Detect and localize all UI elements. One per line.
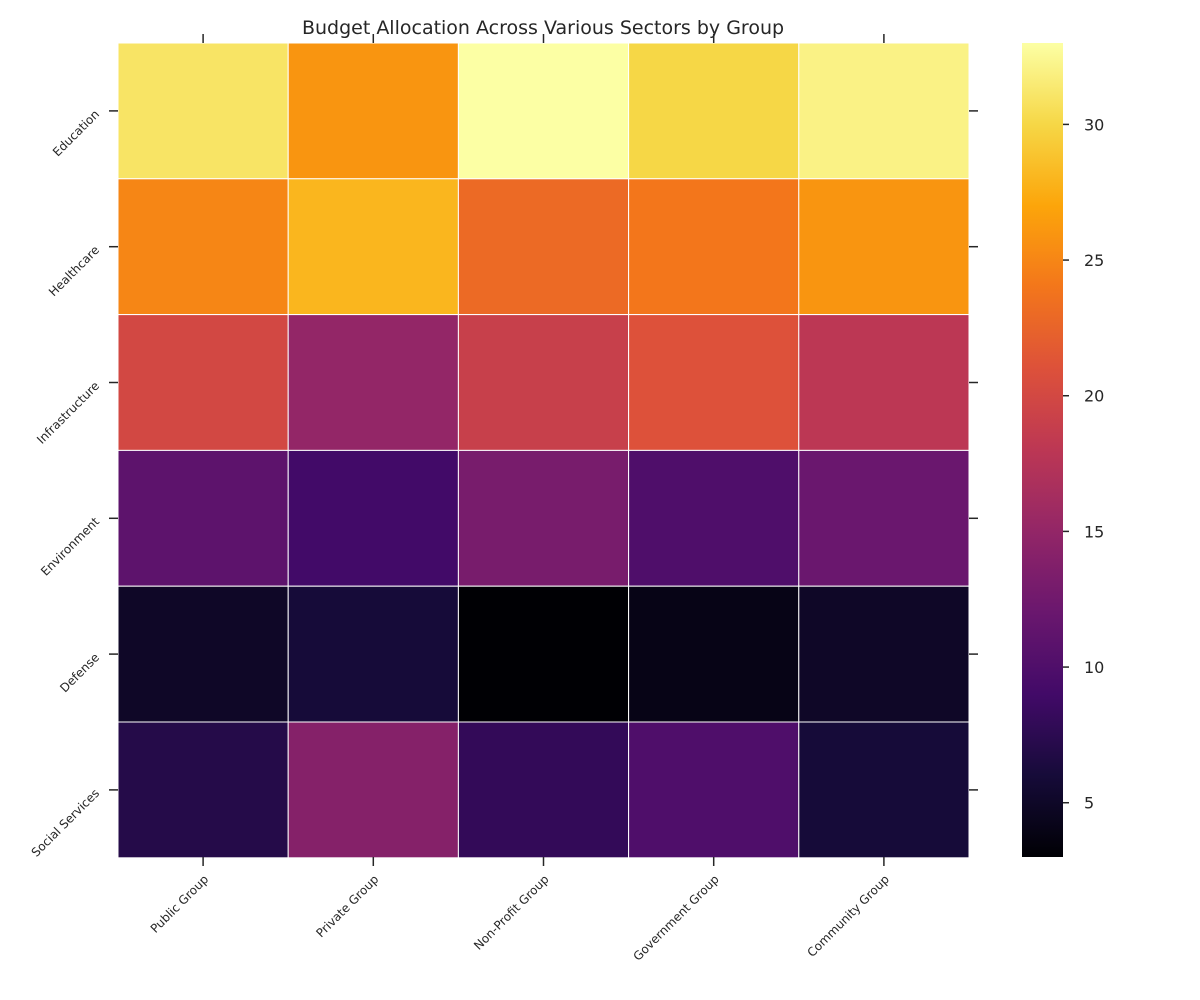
heatmap-cell: [798, 178, 970, 316]
y-tick-label: Education: [50, 107, 102, 159]
colorbar-tick-label: 10: [1084, 658, 1104, 677]
heatmap-cell: [798, 314, 970, 451]
heatmap-cell: [628, 42, 800, 180]
colorbar-tick-label: 25: [1084, 251, 1104, 270]
y-tick-label: Infrastructure: [34, 379, 102, 447]
heatmap-cell: [628, 721, 800, 859]
heatmap-cell: [117, 178, 289, 316]
heatmap-cell: [628, 178, 800, 316]
colorbar-gradient: [1022, 43, 1063, 857]
heatmap-cell: [117, 449, 289, 587]
heatmap-cell: [117, 585, 289, 723]
chart-title: Budget Allocation Across Various Sectors…: [302, 17, 784, 39]
heatmap-cell: [457, 42, 630, 180]
heatmap-cell: [287, 314, 459, 451]
heatmap-cell: [798, 42, 970, 180]
x-tick-label: Community Group: [804, 872, 892, 960]
heatmap-cells: [117, 42, 970, 859]
heatmap-cell: [457, 314, 630, 451]
colorbar-tick-label: 5: [1084, 794, 1094, 813]
colorbar-tick-label: 15: [1084, 522, 1104, 541]
heatmap-cell: [287, 449, 459, 587]
heatmap-cell: [457, 178, 630, 316]
x-tick-label: Government Group: [630, 872, 721, 963]
heatmap-cell: [457, 721, 630, 859]
heatmap-cell: [287, 721, 459, 859]
y-tick-label: Environment: [38, 514, 102, 578]
x-tick-label: Private Group: [313, 872, 381, 940]
heatmap-cell: [628, 449, 800, 587]
heatmap-cell: [798, 449, 970, 587]
colorbar: 5 10 15 20 25 30: [1022, 43, 1104, 857]
heatmap-cell: [287, 585, 459, 723]
heatmap-cell: [287, 178, 459, 316]
heatmap-cell: [457, 585, 630, 723]
heatmap-cell: [117, 42, 289, 180]
heatmap-cell: [287, 42, 459, 180]
x-tick-label: Public Group: [148, 872, 212, 936]
heatmap-cell: [117, 314, 289, 451]
colorbar-tick-label: 20: [1084, 387, 1104, 406]
heatmap-cell: [798, 721, 970, 859]
y-tick-label: Healthcare: [46, 243, 102, 299]
heatmap-cell: [117, 721, 289, 859]
heatmap-cell: [628, 314, 800, 451]
heatmap-cell: [457, 449, 630, 587]
y-tick-label: Social Services: [29, 786, 103, 860]
colorbar-tick-label: 30: [1084, 115, 1104, 134]
x-tick-label: Non-Profit Group: [471, 872, 552, 953]
heatmap-cell: [798, 585, 970, 723]
y-tick-label: Defense: [57, 650, 102, 695]
heatmap-cell: [628, 585, 800, 723]
